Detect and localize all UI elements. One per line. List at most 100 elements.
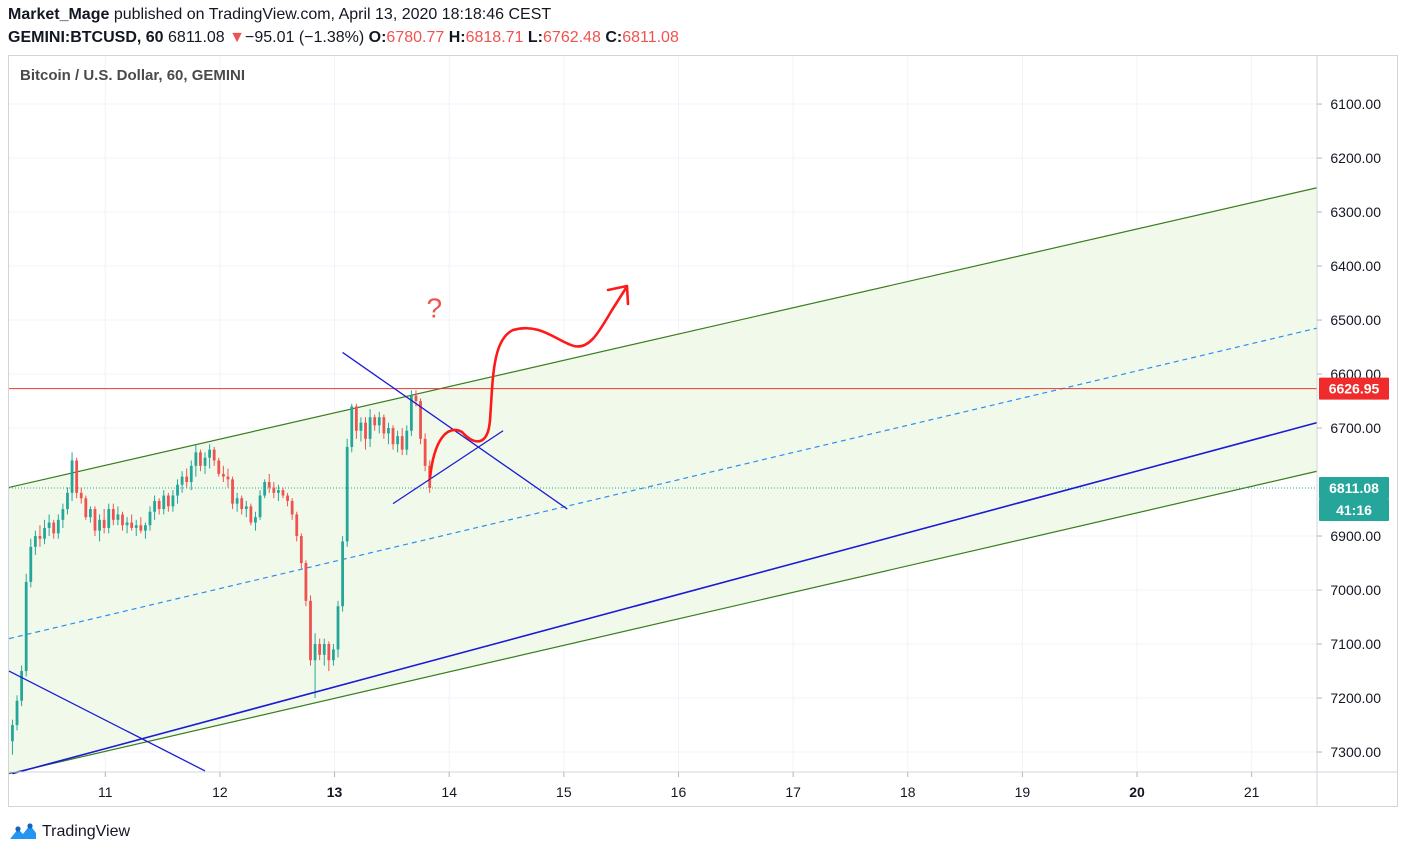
candle-body [414,395,418,402]
candle-body [419,401,422,439]
candle-body [332,649,335,661]
time-axis: 11 12 13 14 15 16 17 18 19 20 21 [9,771,1397,800]
candle-body [391,428,395,445]
candle-body [217,460,221,474]
candle-body [130,522,134,528]
candle-body [336,606,340,650]
candle-body [75,460,79,493]
candle-body [111,509,115,520]
candle-body [84,498,88,518]
candle-body [396,436,400,445]
time-tick-label: 18 [900,784,916,800]
candle-body [208,449,212,458]
candle-body [322,644,326,655]
chart-legend-title: Bitcoin / U.S. Dollar, 60, GEMINI [20,67,246,84]
candle-body [20,671,24,701]
close-value: 6811.08 [622,29,679,46]
price-tick-label: 6500.00 [1330,312,1381,328]
countdown-label-bg [1319,499,1389,522]
candle-body [267,482,271,488]
time-tick-label: 17 [785,784,801,800]
time-tick-label: 19 [1015,784,1031,800]
candle-body [116,514,120,520]
candle-body [258,495,262,518]
candle-body [387,428,390,434]
price-tick-label: 7300.00 [1330,744,1381,760]
candle-body [121,514,124,526]
close-label: C: [605,29,623,46]
horizontal-lines [9,388,1317,489]
author-name[interactable]: Market_Mage [8,6,110,23]
candle-body [199,452,202,466]
candle-body [176,484,179,496]
candle-body [107,509,111,528]
blue-down-line [8,670,206,772]
resistance-price-label: 6626.95 [1329,381,1380,397]
resistance-price-label-bg [1319,377,1389,400]
candle-body [144,525,147,531]
price-tick-label: 7000.00 [1330,582,1381,598]
candle-body [327,644,331,661]
candle-body [309,600,312,661]
candles [11,390,432,755]
candle-body [373,417,377,426]
trend-drawings: ? [8,292,1318,775]
candle-body [180,476,184,485]
candle-body [286,495,289,501]
candle-body [290,500,294,515]
candle-body [125,522,129,526]
time-tick-label: 20 [1129,784,1145,800]
low-label: L: [527,29,544,46]
channel-lower-line [8,470,1318,775]
candle-body [240,498,244,510]
high-label: H: [448,29,466,46]
time-tick-label: 16 [671,784,687,800]
candle-body [157,500,161,510]
candle-body [231,479,234,504]
candle-body [194,452,198,466]
time-tick-label: 11 [98,784,113,800]
footer[interactable]: TradingView [8,820,130,844]
price-tick-label: 6200.00 [1330,150,1381,166]
candle-body [98,519,101,531]
time-tick-label: 21 [1244,784,1260,800]
candle-body [377,417,381,426]
candle-body [405,430,409,450]
price-axis: 6100.006200.006300.006400.006500.006600.… [1316,56,1381,806]
price-labels: 6626.95 6811.08 41:16 [1319,377,1389,522]
candle-body [244,506,248,510]
open-value: 6780.77 [386,29,445,46]
channel-fill [9,187,1317,774]
candle-body [47,522,51,528]
candle-body [295,514,299,537]
candle-body [189,465,193,483]
candle-body [423,438,427,466]
blue-support-line [12,421,1318,775]
time-tick-label: 13 [327,784,343,800]
published-text: published on TradingView.com, April 13, … [109,6,552,23]
candle-body [43,527,46,539]
candle-body [61,509,65,520]
parallel-channel [8,187,1318,775]
tradingview-logo-icon [10,823,36,839]
candle-body [162,495,166,510]
publish-info: Market_Mage published on TradingView.com… [8,6,551,24]
candle-body [102,519,106,528]
arrowhead-icon [606,284,630,306]
candle-body [93,509,97,531]
time-tick-label: 15 [556,784,572,800]
time-tick-label: 14 [441,784,457,800]
price-tick-label: 6100.00 [1330,96,1381,112]
candle-body [341,541,344,607]
candle-body [235,498,239,504]
candle-body [153,500,156,512]
candle-body [359,422,363,431]
candle-body [79,492,83,499]
candle-body [299,536,303,564]
price-tick-label: 7100.00 [1330,636,1381,652]
candle-body [304,563,308,601]
candle-body [33,536,37,547]
ohlc-legend: GEMINI:BTCUSD, 60 6811.08 ▼−95.01 (−1.38… [8,29,679,47]
candle-body [400,436,404,450]
